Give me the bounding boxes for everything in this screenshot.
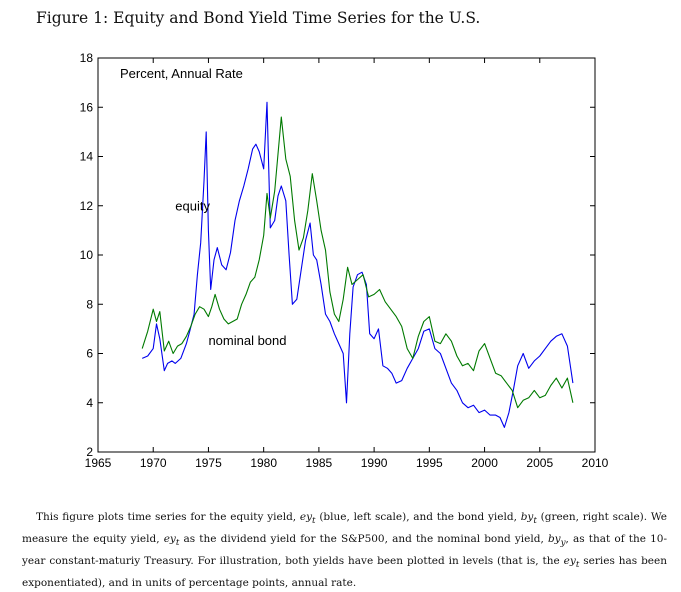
caption-part: ey (299, 511, 313, 523)
caption-symbol: byt (520, 511, 537, 527)
units-label: Percent, Annual Rate (120, 66, 243, 81)
caption-part: (green, right scale). We measure the equ… (22, 511, 668, 546)
y-tick-label: 18 (80, 51, 94, 65)
caption-sub: t (175, 538, 180, 549)
x-tick-label: 2000 (471, 456, 498, 470)
figure-title: Figure 1: Equity and Bond Yield Time Ser… (36, 9, 481, 27)
nominal-bond-annotation: nominal bond (208, 333, 286, 348)
caption-part: by (520, 511, 534, 523)
caption-part: (blue, left scale), and the bond yield, (315, 511, 521, 523)
caption-part: by (547, 533, 561, 546)
caption-part: series has been exponentiated), and in u… (22, 555, 668, 590)
caption-part: , as that of the 10-year constant-maturi… (22, 533, 667, 568)
y-tick-label: 14 (80, 150, 94, 164)
caption-sub: t (533, 516, 537, 527)
x-tick-label: 1975 (195, 456, 222, 470)
caption-symbol: byy (547, 533, 566, 549)
y-tick-label: 12 (80, 199, 94, 213)
x-tick-label: 1965 (85, 456, 112, 470)
caption-part: This figure plots time series for the eq… (36, 511, 300, 523)
x-tick-label: 1980 (250, 456, 277, 470)
y-tick-label: 8 (86, 297, 93, 311)
caption-sub: t (312, 516, 316, 527)
x-tick-label: 1985 (306, 456, 333, 470)
x-tick-label: 1995 (416, 456, 443, 470)
caption-symbol: eyt (563, 555, 580, 571)
x-tick-label: 2010 (582, 456, 609, 470)
nominal-bond-series-line (141, 116, 574, 409)
x-tick-label: 1970 (140, 456, 167, 470)
yield-chart: 1965 1970 1975 1980 1985 1990 1995 2000 2005 2010… (80, 51, 609, 470)
x-tick-label: 1990 (361, 456, 388, 470)
y-tick-label: 16 (80, 100, 94, 114)
equity-series-line (141, 101, 574, 428)
caption-symbol: eyt (163, 533, 180, 549)
caption-sub: y (560, 538, 566, 549)
y-tick-label: 2 (86, 445, 93, 459)
y-tick-label: 6 (86, 347, 93, 361)
caption-text: This figure plots time series for the eq… (22, 508, 667, 592)
caption-part: as the dividend yield for the S&P500, an… (179, 533, 548, 546)
caption-part: ey (163, 533, 176, 546)
x-tick-label: 2005 (526, 456, 553, 470)
caption-symbol: eyt (299, 511, 316, 527)
figure-caption: This figure plots time series for the eq… (22, 508, 667, 592)
caption-sub: t (575, 560, 580, 571)
equity-annotation: equity (175, 199, 210, 214)
caption-part: ey (563, 555, 576, 568)
y-tick-label: 10 (80, 248, 94, 262)
y-tick-label: 4 (86, 396, 93, 410)
